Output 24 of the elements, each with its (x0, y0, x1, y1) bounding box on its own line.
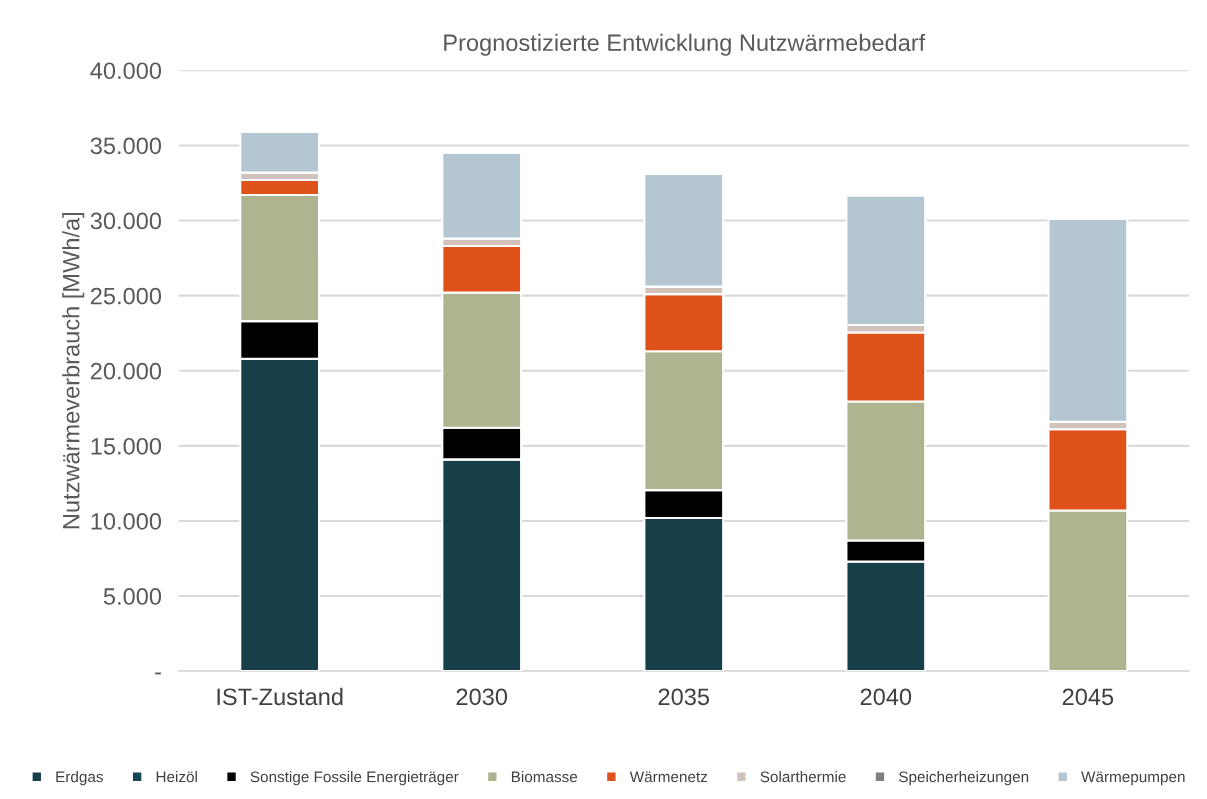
legend-label: Sonstige Fossile Energieträger (250, 771, 459, 786)
legend-label: Solarthermie (760, 771, 846, 783)
legend-label: Erdgas (56, 771, 103, 786)
x-tick-label: 2035 (658, 688, 710, 706)
y-tick-label: 10.000 (91, 513, 162, 530)
legend-label: Wärmepumpen (1081, 771, 1185, 786)
y-tick-label: 30.000 (90, 212, 162, 230)
legend-label: Heizöl (156, 771, 197, 783)
legend-label: Biomasse (511, 771, 578, 783)
x-tick-label: 2040 (860, 688, 912, 706)
y-tick-label: 5.000 (103, 588, 162, 605)
x-tick-label: 2030 (456, 688, 508, 706)
chart-title: Prognostizierte Entwicklung Nutzwärmebedarf (444, 33, 926, 56)
y-tick-label: 20.000 (90, 362, 162, 380)
legend-label: Wärmenetz (629, 771, 708, 783)
y-tick-label: 40.000 (90, 62, 162, 80)
legend-label: Speicherheizungen (899, 771, 1029, 786)
x-tick-label: 2045 (1062, 688, 1114, 706)
y-tick-label: - (155, 672, 161, 675)
y-axis-title: Nutzwärmeverbrauch [MWh/a] (62, 212, 85, 529)
x-tick-label: IST-Zustand (217, 687, 343, 706)
y-tick-label: 35.000 (90, 137, 162, 155)
y-tick-label: 25.000 (90, 287, 162, 305)
y-tick-label: 15.000 (91, 437, 162, 455)
